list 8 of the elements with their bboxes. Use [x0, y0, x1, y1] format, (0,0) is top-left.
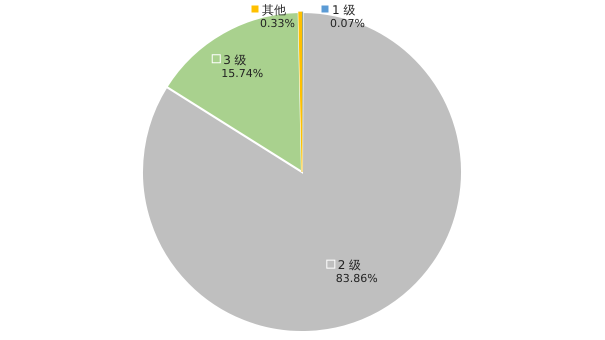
data-label: 15.74%	[221, 66, 264, 80]
legend-label: 1 级	[332, 3, 356, 17]
legend-label: 其他	[262, 3, 286, 17]
legend-label: 2 级	[338, 258, 362, 272]
data-label: 0.33%	[260, 17, 295, 30]
data-label: 83.86%	[336, 272, 378, 286]
legend-label: 3 级	[223, 52, 247, 67]
data-label: 0.07%	[330, 17, 365, 30]
